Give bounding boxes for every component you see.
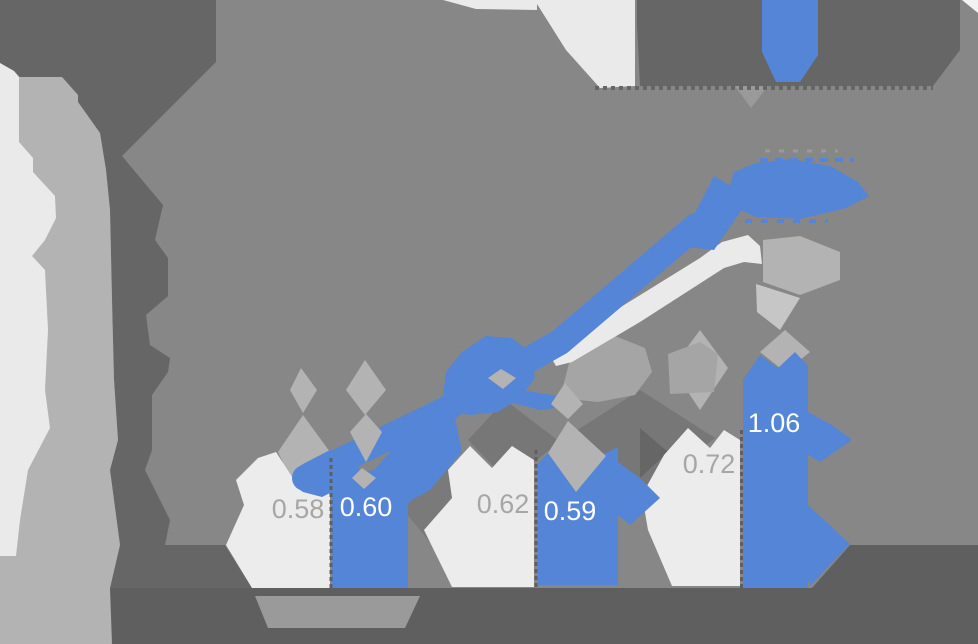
svg-text:1.06: 1.06 [748, 408, 801, 438]
svg-text:0.60: 0.60 [340, 492, 393, 522]
svg-text:0.62: 0.62 [477, 489, 530, 519]
svg-text:0.58: 0.58 [272, 494, 325, 524]
svg-text:0.59: 0.59 [544, 496, 597, 526]
svg-text:0.72: 0.72 [683, 449, 736, 479]
